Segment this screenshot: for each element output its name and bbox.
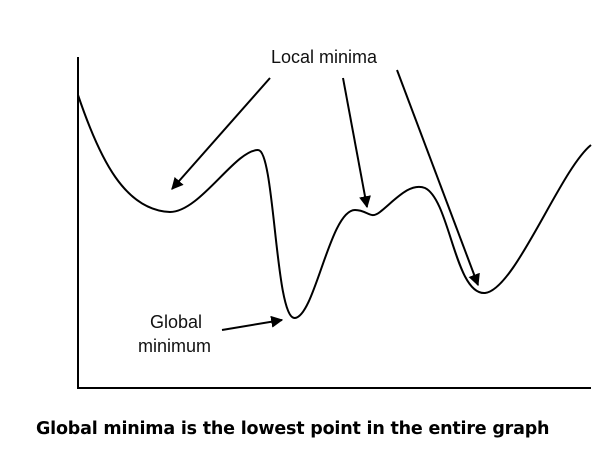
arrow-global-min bbox=[221, 315, 284, 331]
arrow-local-min-3 bbox=[396, 69, 480, 287]
caption: Global minima is the lowest point in the… bbox=[36, 419, 550, 439]
minima-diagram: Local minima Global minimum bbox=[77, 47, 592, 389]
label-local-minima: Local minima bbox=[271, 47, 378, 67]
function-curve bbox=[77, 94, 592, 320]
arrow-local-min-2 bbox=[342, 77, 371, 209]
label-global-line1: Global bbox=[150, 312, 202, 332]
arrow-local-min-1 bbox=[171, 77, 271, 190]
label-global-line2: minimum bbox=[138, 336, 211, 356]
